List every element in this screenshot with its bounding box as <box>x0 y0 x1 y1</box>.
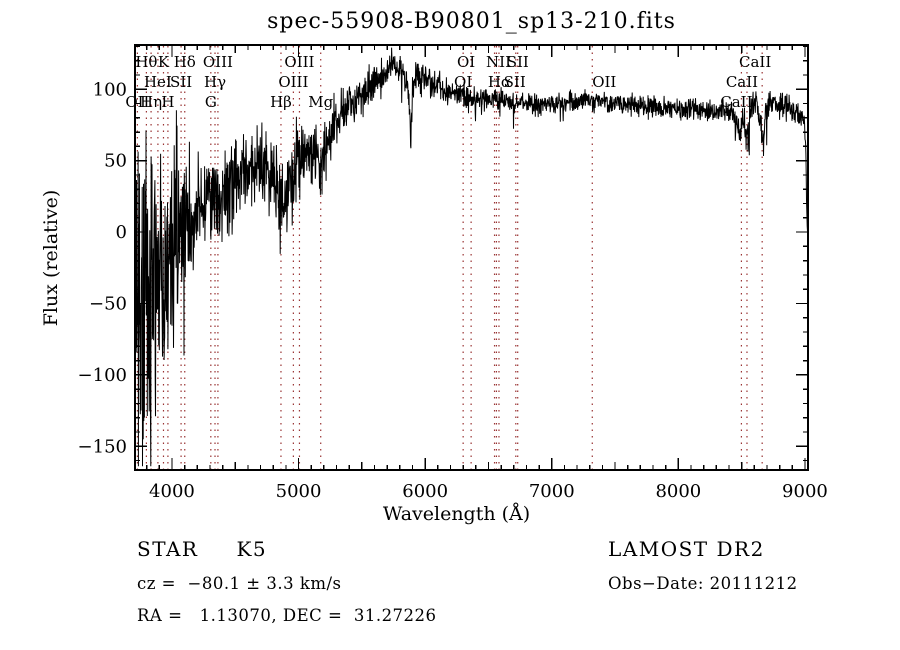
spectral-line-label: SII <box>507 53 529 71</box>
x-tick-label: 4000 <box>149 481 195 502</box>
spectral-line-label: OII <box>592 73 616 91</box>
x-tick-label: 9000 <box>782 481 828 502</box>
y-tick-label: 50 <box>104 151 127 172</box>
y-tick-label: −100 <box>78 365 127 386</box>
spectral-line-label: SII <box>504 73 526 91</box>
object-subclass: K5 <box>236 537 268 561</box>
spectral-line-label: CaII <box>720 93 752 111</box>
spectral-line-label: Hβ <box>270 93 292 111</box>
obs-date: Obs−Date: 20111212 <box>608 574 798 593</box>
object-class: STAR <box>137 537 199 561</box>
spectral-line-label: NII <box>486 53 511 71</box>
spectral-line-label: Hθ <box>135 53 157 71</box>
y-tick-label: −50 <box>89 293 127 314</box>
axes-box <box>134 44 809 471</box>
object-info-block: STAR K5 cz = −80.1 ± 3.3 km/s RA = 1.1307… <box>137 537 437 625</box>
spectral-line-label: Hη <box>140 93 162 111</box>
survey-release: LAMOST DR2 <box>608 537 765 561</box>
spectral-line-label: Hγ <box>204 73 226 91</box>
spectral-line-label: G <box>205 93 217 111</box>
x-tick-label: 7000 <box>529 481 575 502</box>
spectrum-trace <box>135 47 808 467</box>
spectral-line-label: CaII <box>726 73 758 91</box>
spectral-line-label: Hδ <box>174 53 196 71</box>
spectral-line-label: Hα <box>488 73 511 91</box>
figure-title: spec-55908-B90801_sp13-210.fits <box>267 9 676 34</box>
spectral-line-label: SII <box>170 73 192 91</box>
x-tick-label: 5000 <box>276 481 322 502</box>
spectrum-plot: 4000 5000 6000 7000 8000 9000 −150 −100 −50 0 50 10… <box>78 44 828 502</box>
y-tick-label: 100 <box>93 79 127 100</box>
y-axis-label: Flux (relative) <box>40 189 62 327</box>
spectral-line-label: HeI <box>144 73 172 91</box>
object-class-line: STAR K5 <box>137 537 437 561</box>
x-tick-label: 8000 <box>655 481 701 502</box>
spectral-line-label: OII <box>125 93 149 111</box>
spectral-line-label: OIII <box>284 53 314 71</box>
ra-dec-value: RA = 1.13070, DEC = 31.27226 <box>137 606 437 625</box>
spectral-line-label: OIII <box>203 53 233 71</box>
spectral-line-label: OIII <box>278 73 308 91</box>
cz-value: cz = −80.1 ± 3.3 km/s <box>137 574 342 593</box>
spectral-line-label: Mg <box>308 93 333 111</box>
spectral-line-label: H <box>161 93 174 111</box>
x-tick-label: 6000 <box>402 481 448 502</box>
y-tick-label: −150 <box>78 436 127 457</box>
spectral-line-label: OI <box>454 73 472 91</box>
x-axis-label: Wavelength (Å) <box>382 503 531 525</box>
spectral-line-label: CaII <box>739 53 771 71</box>
y-tick-label: 0 <box>116 222 127 243</box>
survey-info-block: LAMOST DR2 Obs−Date: 20111212 <box>608 537 798 593</box>
spectral-line-label: K <box>158 53 170 71</box>
spectral-line-label: OI <box>457 53 475 71</box>
